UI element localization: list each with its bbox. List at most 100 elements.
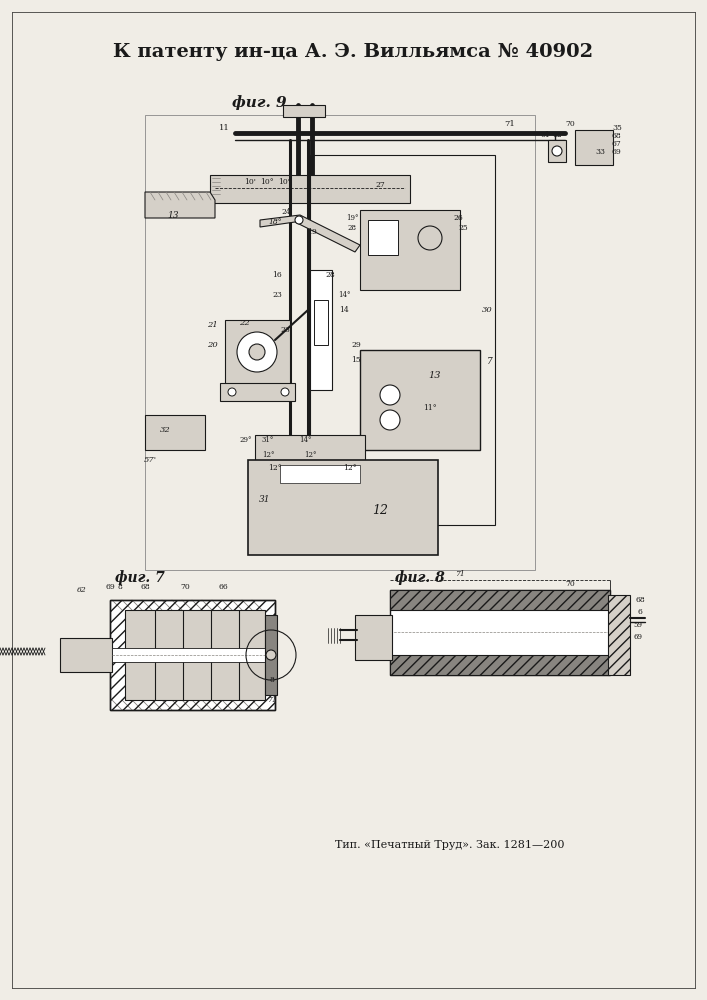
Text: 11°: 11° bbox=[423, 404, 437, 412]
Text: 12°: 12° bbox=[262, 451, 274, 459]
Text: 29°: 29° bbox=[240, 436, 252, 444]
Text: 30: 30 bbox=[481, 306, 492, 314]
Bar bbox=[112, 648, 267, 662]
Text: 12°: 12° bbox=[268, 464, 282, 472]
Text: 68: 68 bbox=[140, 583, 150, 591]
Text: фиг. 9: фиг. 9 bbox=[232, 96, 286, 110]
Circle shape bbox=[249, 344, 265, 360]
Bar bbox=[360, 350, 480, 450]
Bar bbox=[360, 210, 460, 290]
Bar bbox=[548, 140, 566, 162]
Text: 14°: 14° bbox=[338, 291, 350, 299]
Text: 62: 62 bbox=[77, 586, 87, 594]
Bar bbox=[314, 300, 328, 345]
Bar bbox=[310, 270, 332, 390]
Circle shape bbox=[228, 388, 236, 396]
Text: 28: 28 bbox=[348, 224, 356, 232]
Circle shape bbox=[380, 410, 400, 430]
Text: 29: 29 bbox=[351, 341, 361, 349]
Text: 35: 35 bbox=[612, 124, 622, 132]
Polygon shape bbox=[145, 192, 215, 218]
Text: 14: 14 bbox=[339, 306, 349, 314]
Bar bbox=[265, 615, 277, 695]
Text: 59: 59 bbox=[633, 621, 643, 629]
Bar bbox=[220, 383, 295, 401]
Text: 8: 8 bbox=[117, 583, 122, 591]
Text: 12°: 12° bbox=[343, 464, 357, 472]
Text: Тип. «Печатный Труд». Зак. 1281—200: Тип. «Печатный Труд». Зак. 1281—200 bbox=[335, 840, 565, 850]
Text: 12: 12 bbox=[372, 504, 388, 516]
Circle shape bbox=[380, 385, 400, 405]
Text: 70: 70 bbox=[180, 583, 190, 591]
Bar bbox=[210, 175, 410, 203]
Text: 20: 20 bbox=[206, 341, 217, 349]
Bar bbox=[608, 595, 630, 675]
Polygon shape bbox=[260, 215, 360, 252]
Bar bbox=[280, 465, 360, 483]
Text: 18°: 18° bbox=[268, 218, 282, 226]
Bar bbox=[575, 130, 613, 165]
Text: 68: 68 bbox=[611, 132, 621, 140]
Text: 31: 31 bbox=[259, 495, 271, 504]
Text: 14°: 14° bbox=[299, 436, 311, 444]
Text: 27: 27 bbox=[375, 181, 385, 189]
Text: 68: 68 bbox=[635, 596, 645, 604]
Text: 13: 13 bbox=[428, 370, 441, 379]
Text: 13: 13 bbox=[168, 211, 179, 220]
Bar bbox=[390, 655, 610, 675]
Text: 23: 23 bbox=[272, 291, 282, 299]
Bar bbox=[110, 600, 275, 710]
Bar bbox=[145, 115, 535, 570]
Bar bbox=[60, 638, 112, 672]
Text: 7: 7 bbox=[487, 358, 493, 366]
Text: 31°: 31° bbox=[262, 436, 274, 444]
Bar bbox=[225, 320, 290, 385]
Text: фиг. 8: фиг. 8 bbox=[395, 571, 445, 585]
Bar bbox=[125, 610, 265, 700]
Text: 12°: 12° bbox=[304, 451, 316, 459]
Text: 57': 57' bbox=[144, 456, 156, 464]
Text: 70: 70 bbox=[565, 120, 575, 128]
Text: 6: 6 bbox=[638, 608, 643, 616]
Text: К патенту ин-ца А. Э. Вилльямса № 40902: К патенту ин-ца А. Э. Вилльямса № 40902 bbox=[113, 43, 593, 61]
Text: 26: 26 bbox=[453, 214, 463, 222]
Circle shape bbox=[552, 146, 562, 156]
Text: 11: 11 bbox=[219, 124, 230, 132]
Text: 69: 69 bbox=[611, 148, 621, 156]
Text: 8: 8 bbox=[269, 676, 274, 684]
Bar bbox=[110, 600, 275, 710]
Bar bbox=[145, 415, 205, 450]
Text: 15: 15 bbox=[351, 356, 361, 364]
Bar bbox=[255, 435, 365, 465]
Text: 70: 70 bbox=[565, 580, 575, 588]
Text: 71: 71 bbox=[505, 120, 515, 128]
Text: 21: 21 bbox=[206, 321, 217, 329]
Text: 61: 61 bbox=[540, 131, 550, 139]
Circle shape bbox=[281, 388, 289, 396]
Bar bbox=[248, 460, 438, 555]
Text: 22: 22 bbox=[239, 319, 250, 327]
Text: 24: 24 bbox=[281, 208, 291, 216]
Text: 10': 10' bbox=[244, 178, 256, 186]
Text: 10': 10' bbox=[278, 178, 290, 186]
Text: 28: 28 bbox=[325, 271, 335, 279]
Bar bbox=[283, 105, 325, 117]
Text: 16: 16 bbox=[272, 271, 282, 279]
Text: 23: 23 bbox=[280, 326, 290, 334]
Bar bbox=[368, 220, 398, 255]
Text: 62: 62 bbox=[552, 131, 562, 139]
Text: 10°: 10° bbox=[260, 178, 274, 186]
Text: 19: 19 bbox=[307, 228, 317, 236]
Text: 32: 32 bbox=[160, 426, 170, 434]
Bar bbox=[390, 590, 610, 675]
Text: 67: 67 bbox=[611, 140, 621, 148]
Text: 71: 71 bbox=[267, 696, 277, 704]
Text: 71: 71 bbox=[455, 570, 465, 578]
Circle shape bbox=[295, 216, 303, 224]
Bar bbox=[355, 615, 392, 660]
Text: 66: 66 bbox=[218, 583, 228, 591]
Bar bbox=[390, 590, 610, 610]
Text: 69: 69 bbox=[105, 583, 115, 591]
Text: 33: 33 bbox=[595, 148, 605, 156]
Bar bbox=[310, 155, 495, 525]
